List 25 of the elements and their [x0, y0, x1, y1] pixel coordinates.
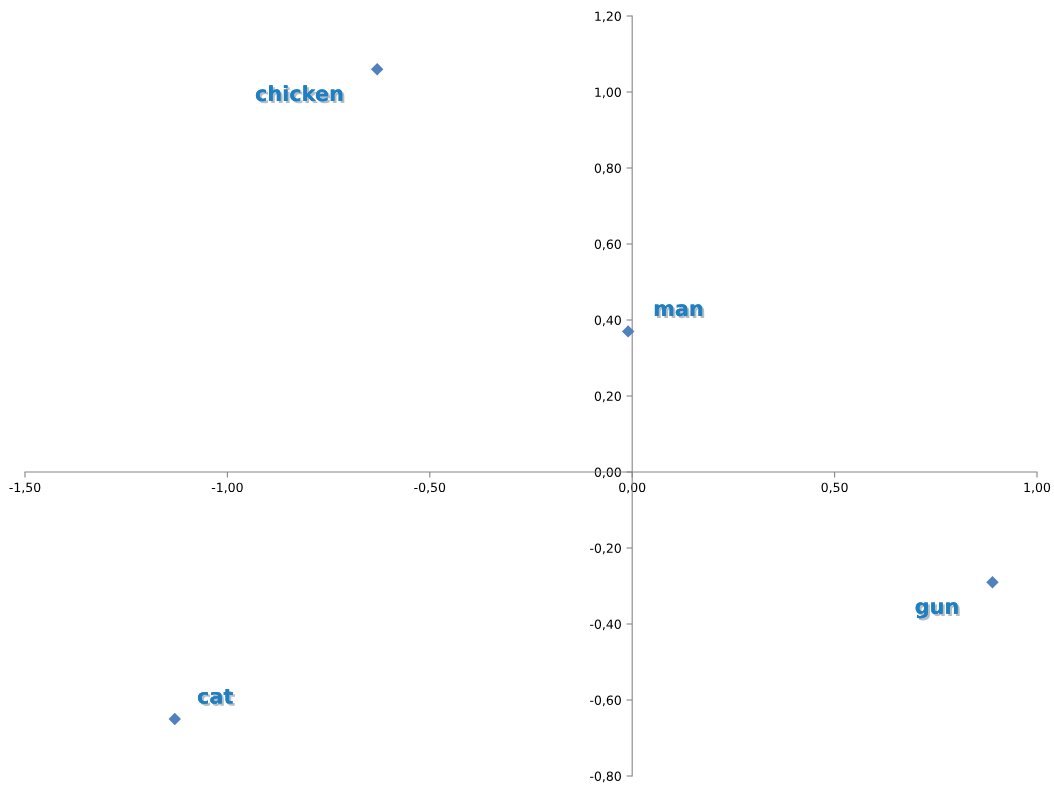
annotation: gun: [915, 602, 960, 621]
y-tick-label: -0,40: [590, 619, 621, 631]
point: [370, 62, 384, 76]
x-tick-label: 0,00: [619, 482, 646, 494]
y-tick-label: 0,40: [594, 315, 621, 327]
point: [168, 712, 181, 726]
x-tick-label: 1,00: [1024, 482, 1051, 494]
point: [986, 575, 999, 589]
y-tick-label: -0,20: [590, 543, 621, 555]
annotation: cat: [197, 688, 235, 706]
annotation: man: [654, 304, 705, 319]
y-tick-label: 0,00: [594, 467, 621, 479]
y-tick-label: 0,60: [594, 239, 621, 251]
x-tick-label: -1,50: [9, 482, 41, 494]
point: [621, 325, 635, 338]
annotation: chicken: [255, 85, 345, 104]
y-tick-label: 0,80: [594, 163, 621, 175]
y-tick-label: 1,20: [595, 11, 621, 23]
x-tick-label: 0,50: [821, 482, 848, 494]
y-tick-label: -0,60: [590, 695, 621, 707]
x-tick-label: -1,00: [211, 482, 243, 494]
y-tick-label: 1,00: [595, 87, 621, 99]
x-tick-label: -0,50: [414, 482, 446, 494]
y-tick-label: 0,20: [594, 391, 621, 403]
y-tick-label: -0,80: [590, 771, 621, 783]
